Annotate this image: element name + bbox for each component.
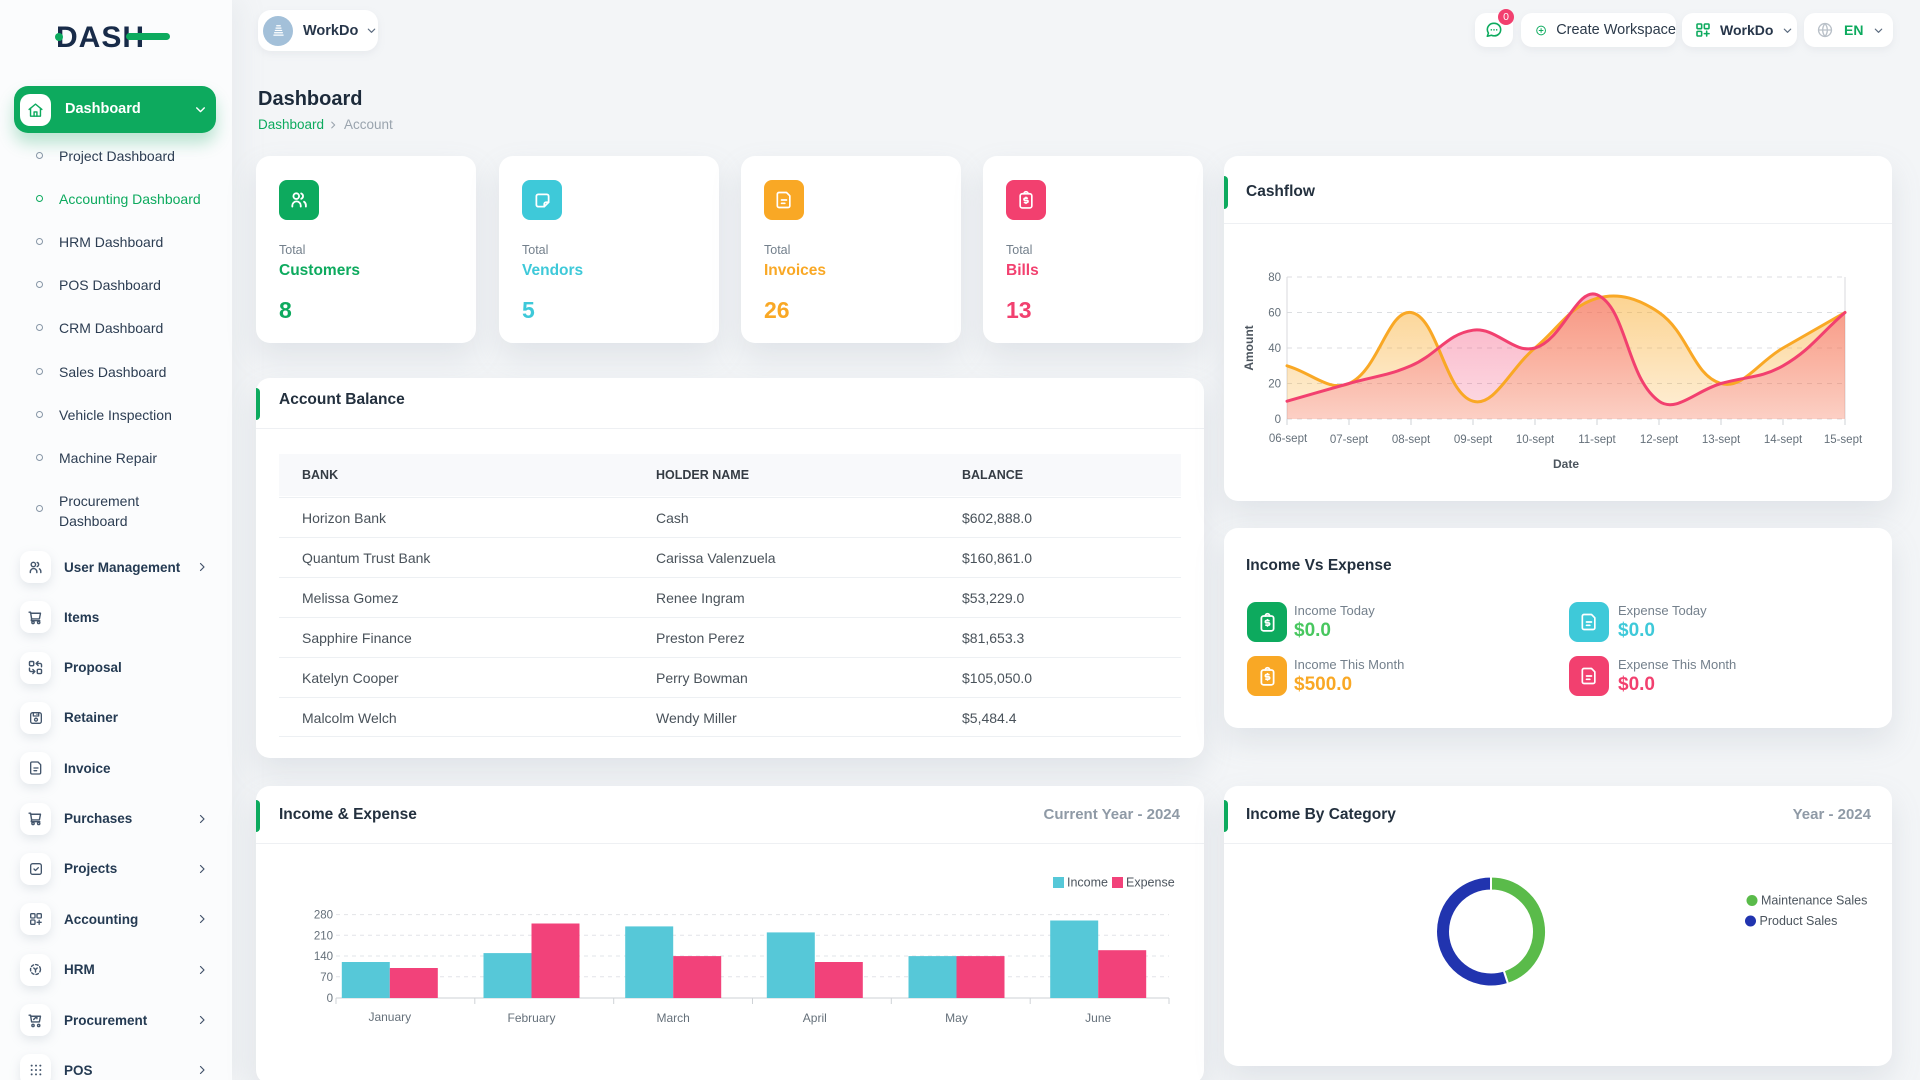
svg-text:210: 210 bbox=[314, 930, 333, 942]
svg-text:09-sept: 09-sept bbox=[1454, 434, 1493, 446]
svg-text:07-sept: 07-sept bbox=[1330, 434, 1369, 446]
svg-text:06-sept: 06-sept bbox=[1269, 433, 1308, 445]
svg-text:Maintenance Sales: Maintenance Sales bbox=[1761, 894, 1867, 908]
svg-text:40: 40 bbox=[1268, 343, 1281, 355]
svg-text:0: 0 bbox=[1275, 414, 1281, 426]
svg-text:Amount: Amount bbox=[1242, 325, 1256, 370]
svg-text:April: April bbox=[803, 1011, 827, 1025]
svg-text:January: January bbox=[368, 1010, 411, 1024]
svg-text:February: February bbox=[507, 1011, 555, 1025]
svg-text:May: May bbox=[945, 1011, 968, 1025]
svg-text:June: June bbox=[1085, 1011, 1111, 1025]
svg-text:Income: Income bbox=[1067, 876, 1108, 890]
svg-text:20: 20 bbox=[1268, 379, 1281, 391]
svg-text:70: 70 bbox=[320, 972, 333, 984]
svg-text:08-sept: 08-sept bbox=[1392, 434, 1431, 446]
svg-text:11-sept: 11-sept bbox=[1578, 434, 1616, 446]
svg-text:Date: Date bbox=[1553, 457, 1579, 471]
svg-text:Expense: Expense bbox=[1126, 876, 1175, 890]
svg-text:15-sept: 15-sept bbox=[1824, 434, 1863, 446]
svg-text:March: March bbox=[657, 1011, 690, 1025]
svg-text:140: 140 bbox=[314, 951, 333, 963]
svg-text:0: 0 bbox=[327, 993, 333, 1005]
svg-text:14-sept: 14-sept bbox=[1764, 434, 1803, 446]
svg-text:10-sept: 10-sept bbox=[1516, 434, 1555, 446]
svg-text:80: 80 bbox=[1268, 272, 1281, 284]
svg-text:13-sept: 13-sept bbox=[1702, 434, 1741, 446]
svg-text:Product Sales: Product Sales bbox=[1760, 914, 1838, 928]
svg-text:60: 60 bbox=[1268, 308, 1281, 320]
svg-text:12-sept: 12-sept bbox=[1640, 434, 1679, 446]
svg-text:280: 280 bbox=[314, 910, 333, 922]
